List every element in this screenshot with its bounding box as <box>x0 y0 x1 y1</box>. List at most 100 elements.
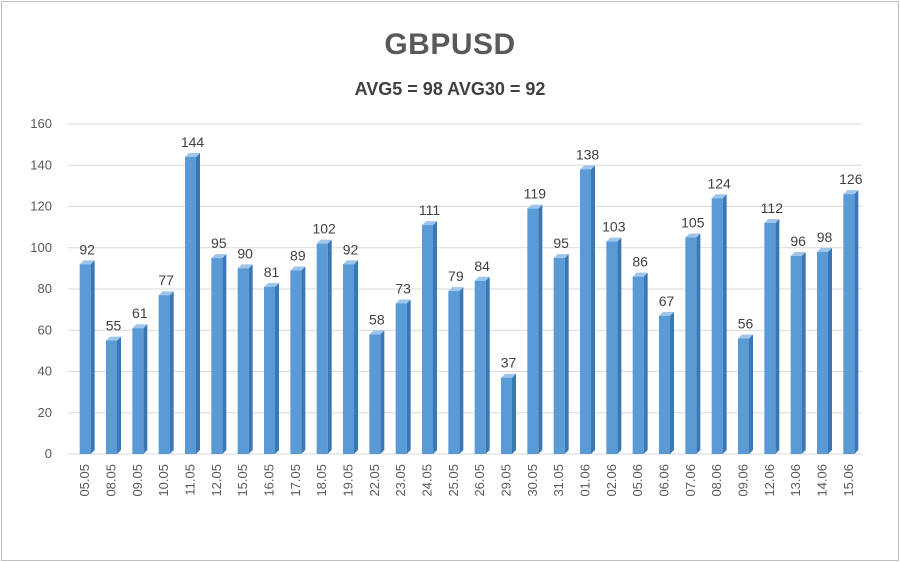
data-label: 67 <box>659 293 675 309</box>
y-tick-label: 20 <box>38 405 52 420</box>
bar-top <box>343 260 358 265</box>
chart-subtitle: AVG5 = 98 AVG30 = 92 <box>354 79 546 99</box>
data-label: 79 <box>448 268 464 284</box>
x-tick-label: 30.05 <box>525 464 540 497</box>
x-tick-label: 08.06 <box>709 464 724 497</box>
y-tick-label: 160 <box>30 116 52 131</box>
x-tick-label: 18.05 <box>314 464 329 497</box>
bar-side <box>248 264 253 454</box>
bar-side <box>117 336 121 454</box>
bar <box>474 280 486 454</box>
bar-top <box>817 247 832 252</box>
x-tick-label: 05.05 <box>77 464 92 497</box>
bar-top <box>632 272 648 277</box>
bar <box>316 243 328 454</box>
bar-top <box>659 311 674 316</box>
data-label: 81 <box>264 264 280 280</box>
y-tick-label: 140 <box>30 157 52 172</box>
bar-side <box>696 233 701 454</box>
bar <box>790 256 802 454</box>
bar <box>659 315 670 454</box>
bar <box>632 276 644 454</box>
bar-top <box>553 254 569 259</box>
bar-side <box>169 291 174 454</box>
bar-side <box>564 254 569 454</box>
y-tick-label: 80 <box>38 281 52 296</box>
data-label: 61 <box>132 305 148 321</box>
bar-side <box>301 266 306 454</box>
bar-side <box>380 330 385 454</box>
data-label: 92 <box>79 241 95 257</box>
data-label: 98 <box>817 229 833 245</box>
data-label: 56 <box>738 316 754 332</box>
bar-side <box>275 282 279 454</box>
bar-side <box>512 373 516 454</box>
data-label: 77 <box>158 272 174 288</box>
bar-side <box>722 194 727 454</box>
x-tick-label: 17.05 <box>288 464 303 497</box>
x-tick-label: 25.05 <box>446 464 461 497</box>
bar-side <box>459 287 464 454</box>
bar-top <box>237 264 253 269</box>
bar-side <box>90 260 95 454</box>
bar-side <box>433 221 437 454</box>
data-label: 37 <box>501 355 517 371</box>
y-tick-label: 0 <box>45 446 52 461</box>
x-tick-label: 22.05 <box>367 464 382 497</box>
x-tick-label: 26.05 <box>472 464 487 497</box>
bar <box>237 268 249 454</box>
bar <box>158 295 170 454</box>
bar-side <box>327 239 332 454</box>
data-label: 124 <box>707 175 731 191</box>
data-label: 119 <box>524 186 547 202</box>
x-tick-label: 13.06 <box>788 464 803 497</box>
data-label: 95 <box>553 235 569 251</box>
x-tick-label: 24.05 <box>420 464 435 497</box>
x-tick-label: 31.05 <box>551 464 566 497</box>
y-tick-label: 120 <box>30 199 52 214</box>
bar-side <box>801 252 806 454</box>
bar-top <box>132 324 148 329</box>
bar <box>527 208 539 454</box>
bar <box>343 264 354 454</box>
data-label: 126 <box>839 171 863 187</box>
bar <box>685 237 697 454</box>
bar-top <box>290 266 306 271</box>
bar-top <box>790 252 806 256</box>
data-label: 103 <box>602 219 626 235</box>
data-label: 86 <box>632 254 648 270</box>
x-tick-label: 07.06 <box>683 464 698 497</box>
data-label: 144 <box>181 134 205 150</box>
bar-top <box>501 373 516 378</box>
x-tick-label: 09.05 <box>130 464 145 497</box>
bar <box>369 334 381 454</box>
bar-side <box>854 190 859 454</box>
data-label: 73 <box>395 280 411 296</box>
bar <box>185 157 196 454</box>
bar-side <box>828 247 832 454</box>
bar <box>553 258 565 454</box>
bar <box>580 169 591 454</box>
bar-top <box>843 190 859 195</box>
x-tick-label: 05.06 <box>630 464 645 497</box>
x-tick-label: 29.05 <box>499 464 514 497</box>
data-label: 92 <box>343 241 359 257</box>
bar-top <box>738 334 753 339</box>
bar-top <box>185 153 200 157</box>
bar-top <box>606 237 622 242</box>
data-label: 55 <box>106 318 122 334</box>
y-tick-label: 60 <box>38 322 52 337</box>
x-tick-label: 12.05 <box>209 464 224 497</box>
bar-side <box>643 272 648 454</box>
x-tick-label: 01.06 <box>578 464 593 497</box>
bar <box>501 377 512 454</box>
x-tick-label: 15.06 <box>841 464 856 497</box>
x-tick-label: 10.05 <box>156 464 171 497</box>
data-label: 89 <box>290 247 306 263</box>
bar-side <box>538 204 543 454</box>
x-tick-label: 02.06 <box>604 464 619 497</box>
bar-top <box>474 276 490 281</box>
x-tick-label: 08.05 <box>104 464 119 497</box>
